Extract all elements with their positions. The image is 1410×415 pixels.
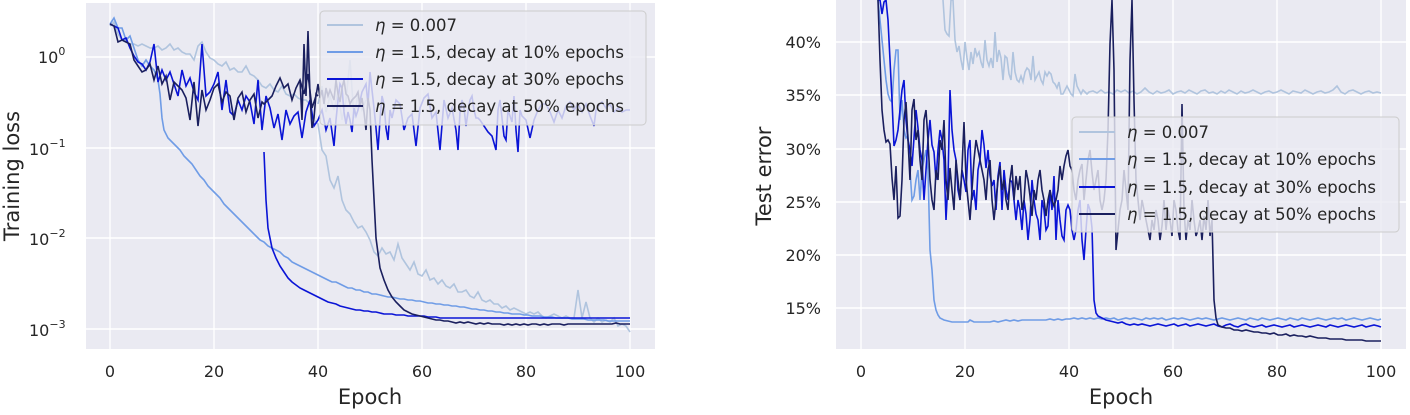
x-axis-label: Epoch (338, 385, 402, 409)
test-error-svg: η = 0.007 η = 1.5, decay at 10% epochs η… (752, 0, 1406, 409)
y-tick-1e-3: 10−3 (29, 318, 66, 340)
series-decay-50-spikes (299, 30, 319, 129)
y-tick-25: 25% (785, 193, 821, 212)
y-tick-1e-2: 10−2 (29, 227, 66, 249)
series-decay-10 (109, 16, 630, 322)
legend-item-decay-30: η = 1.5, decay at 30% epochs (375, 70, 624, 89)
x-tick-100: 100 (615, 362, 646, 381)
y-tick-20: 20% (785, 246, 821, 265)
legend: η = 0.007 η = 1.5, decay at 10% epochs η… (1071, 116, 1400, 233)
y-tick-15: 15% (785, 299, 821, 318)
x-tick-60: 60 (1163, 362, 1183, 381)
legend-item-decay-50: η = 1.5, decay at 50% epochs (1127, 205, 1376, 224)
legend-item-eta-0007: η = 0.007 (1127, 123, 1209, 142)
legend-box (1071, 116, 1400, 233)
y-tick-40: 40% (785, 33, 821, 52)
x-tick-20: 20 (955, 362, 975, 381)
x-tick-labels: 0 20 40 60 80 100 (105, 362, 645, 381)
y-tick-1e-1: 10−1 (29, 137, 66, 159)
series-decay-10 (877, 0, 1382, 323)
legend-box (319, 10, 647, 126)
x-tick-80: 80 (1267, 362, 1287, 381)
training-loss-chart: η = 0.007 η = 1.5, decay at 10% epochs η… (0, 0, 700, 411)
y-axis-label: Test error (752, 126, 776, 226)
x-axis-label: Epoch (1089, 385, 1153, 409)
x-tick-labels: 0 20 40 60 80 100 (856, 362, 1396, 381)
legend-item-decay-50: η = 1.5, decay at 50% epochs (375, 97, 624, 116)
training-loss-svg: η = 0.007 η = 1.5, decay at 10% epochs η… (0, 3, 655, 409)
series-decay-30-tail (263, 151, 630, 319)
x-tick-60: 60 (412, 362, 432, 381)
series-eta-0007 (942, 0, 1382, 98)
legend: η = 0.007 η = 1.5, decay at 10% epochs η… (319, 10, 647, 126)
x-tick-40: 40 (1059, 362, 1079, 381)
x-tick-100: 100 (1366, 362, 1397, 381)
x-tick-20: 20 (204, 362, 224, 381)
legend-item-decay-30: η = 1.5, decay at 30% epochs (1127, 178, 1376, 197)
y-tick-labels: 40% 35% 30% 25% 20% 15% (785, 33, 821, 318)
y-tick-1e0: 100 (38, 45, 65, 67)
x-tick-80: 80 (516, 362, 536, 381)
y-axis-label: Training loss (0, 111, 24, 242)
x-tick-0: 0 (856, 362, 866, 381)
legend-item-decay-10: η = 1.5, decay at 10% epochs (1127, 150, 1376, 169)
y-tick-35: 35% (785, 86, 821, 105)
y-tick-labels: 100 10−1 10−2 10−3 (29, 45, 66, 340)
y-tick-30: 30% (785, 140, 821, 159)
legend-item-eta-0007: η = 0.007 (375, 16, 457, 35)
series-decay-30 (878, 0, 1382, 328)
x-tick-40: 40 (308, 362, 328, 381)
test-error-chart: η = 0.007 η = 1.5, decay at 10% epochs η… (700, 0, 1410, 411)
x-tick-0: 0 (105, 362, 115, 381)
legend-item-decay-10: η = 1.5, decay at 10% epochs (375, 43, 624, 62)
